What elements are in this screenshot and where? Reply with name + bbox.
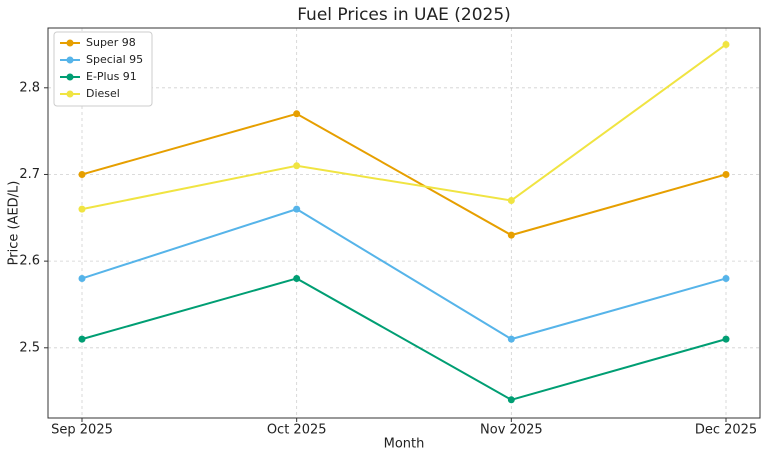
data-point (78, 170, 86, 178)
y-tick-label: 2.8 (19, 80, 40, 95)
series-line (81, 43, 727, 211)
y-tick-label: 2.6 (19, 254, 40, 269)
data-point (722, 40, 730, 48)
data-point (722, 274, 730, 282)
x-tick-label: Dec 2025 (695, 423, 757, 438)
legend-label: Special 95 (86, 53, 143, 66)
y-axis-label: Price (AED/L) (7, 181, 22, 266)
legend: Super 98 Special 95 E-Plus 91 Diesel (53, 31, 153, 107)
legend-marker (66, 73, 74, 81)
x-tick-label: Nov 2025 (480, 423, 543, 438)
data-point (293, 205, 301, 213)
legend-marker (66, 90, 74, 98)
legend-marker (66, 56, 74, 64)
data-point (722, 335, 730, 343)
x-axis-label: Month (384, 437, 425, 452)
data-point (507, 335, 515, 343)
legend-label: E-Plus 91 (86, 70, 137, 83)
data-point (293, 162, 301, 170)
legend-box (53, 31, 153, 107)
data-point (78, 335, 86, 343)
data-point (78, 205, 86, 213)
series-line (81, 112, 727, 237)
chart-title: Fuel Prices in UAE (2025) (297, 5, 511, 25)
data-point (507, 196, 515, 204)
data-point (78, 274, 86, 282)
data-point (293, 110, 301, 118)
series-line (81, 277, 727, 401)
data-point (507, 396, 515, 404)
legend-marker (66, 39, 74, 47)
series-line (81, 208, 727, 341)
y-tick-label: 2.7 (19, 167, 40, 182)
legend-label: Diesel (86, 87, 120, 100)
x-tick-label: Oct 2025 (267, 423, 327, 438)
data-point (722, 170, 730, 178)
data-point (293, 274, 301, 282)
plot-frame (47, 27, 761, 419)
legend-label: Super 98 (86, 36, 136, 49)
data-point (507, 231, 515, 239)
y-tick-label: 2.5 (19, 340, 40, 355)
x-tick-label: Sep 2025 (51, 423, 113, 438)
